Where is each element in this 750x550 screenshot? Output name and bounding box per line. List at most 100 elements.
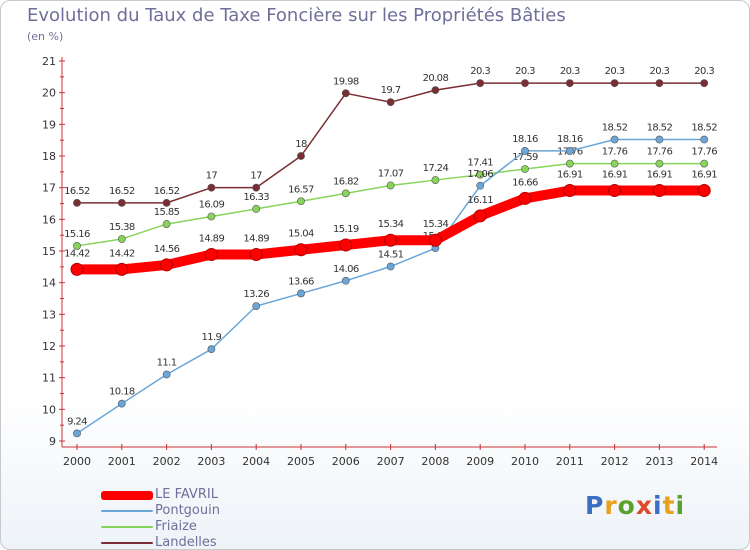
x-tick-label: 2008 <box>421 455 449 468</box>
data-label-pontgouin: 10.18 <box>109 387 135 398</box>
data-point-landelles <box>386 98 395 107</box>
data-point-landelles <box>162 198 171 207</box>
data-point-friaize <box>252 204 261 213</box>
data-point-landelles <box>565 79 574 88</box>
logo-letter: o <box>617 491 636 520</box>
data-point-pontgouin <box>297 289 305 298</box>
data-point-le-favril <box>608 184 622 198</box>
legend-label-landelles: Landelles <box>155 535 217 550</box>
data-point-friaize <box>610 159 619 168</box>
data-label-le-favril: 16.91 <box>691 170 717 181</box>
data-point-le-favril <box>294 243 308 257</box>
data-label-landelles: 20.08 <box>423 73 449 84</box>
data-label-pontgouin: 18.52 <box>647 123 673 134</box>
data-label-le-favril: 16.66 <box>512 177 538 188</box>
y-tick-label: 13 <box>42 308 56 321</box>
data-label-le-favril: 14.56 <box>154 244 180 255</box>
y-tick-label: 18 <box>42 150 56 163</box>
legend-label-pontgouin: Pontgouin <box>155 503 220 518</box>
data-point-friaize <box>117 235 126 243</box>
data-label-le-favril: 14.89 <box>243 233 269 244</box>
x-tick-label: 2005 <box>287 455 315 468</box>
data-label-landelles: 20.3 <box>649 66 669 77</box>
data-point-le-favril <box>249 247 263 261</box>
x-tick-label: 2006 <box>332 455 360 468</box>
data-point-friaize <box>341 189 350 198</box>
data-label-pontgouin: 18.52 <box>691 123 717 134</box>
data-point-pontgouin <box>117 399 126 408</box>
x-tick-label: 2009 <box>466 455 494 468</box>
y-tick-label: 9 <box>49 435 56 448</box>
data-label-landelles: 17 <box>250 171 262 182</box>
data-point-le-favril <box>563 184 577 198</box>
data-label-pontgouin: 14.51 <box>378 250 404 261</box>
data-label-friaize: 17.41 <box>467 158 493 169</box>
data-label-friaize: 17.76 <box>647 147 673 158</box>
legend-swatch-le-favril <box>101 491 153 500</box>
data-label-le-favril: 14.42 <box>64 248 90 259</box>
data-label-friaize: 17.76 <box>691 147 717 158</box>
data-label-friaize: 16.09 <box>199 199 225 210</box>
data-point-friaize <box>207 212 216 221</box>
x-tick-label: 2012 <box>601 455 629 468</box>
legend-swatch-landelles <box>101 542 153 544</box>
data-point-landelles <box>655 79 664 88</box>
data-label-pontgouin: 11.1 <box>157 358 177 369</box>
data-label-friaize: 15.85 <box>154 207 180 218</box>
x-tick-label: 2001 <box>108 455 136 468</box>
data-point-landelles <box>73 198 81 207</box>
data-label-landelles: 16.52 <box>64 186 90 197</box>
data-point-le-favril <box>160 258 174 272</box>
logo-letter: i <box>653 491 663 520</box>
legend-swatch-friaize <box>101 526 153 528</box>
data-label-pontgouin: 18.52 <box>602 123 628 134</box>
data-point-friaize <box>297 197 305 206</box>
data-point-friaize <box>431 176 440 184</box>
data-point-friaize <box>476 170 485 179</box>
data-point-pontgouin <box>655 135 664 144</box>
data-label-pontgouin: 11.9 <box>201 332 221 343</box>
data-point-pontgouin <box>521 147 529 155</box>
data-label-landelles: 17 <box>206 171 218 182</box>
data-label-friaize: 16.33 <box>243 192 269 203</box>
data-point-pontgouin <box>700 135 709 144</box>
data-label-friaize: 15.38 <box>109 222 135 233</box>
x-tick-label: 2014 <box>690 455 718 468</box>
data-point-friaize <box>386 181 395 190</box>
data-label-pontgouin: 9.24 <box>67 416 87 427</box>
y-tick-label: 19 <box>42 118 56 131</box>
data-label-pontgouin: 13.66 <box>288 276 314 287</box>
data-point-pontgouin <box>565 147 574 155</box>
data-point-pontgouin <box>252 302 261 310</box>
data-label-landelles: 20.3 <box>515 66 535 77</box>
data-label-landelles: 16.52 <box>154 186 180 197</box>
x-tick-label: 2004 <box>242 455 270 468</box>
data-label-landelles: 20.3 <box>470 66 490 77</box>
data-point-friaize <box>73 242 81 250</box>
x-tick-label: 2003 <box>197 455 225 468</box>
data-label-le-favril: 15.04 <box>288 229 314 240</box>
data-point-le-favril <box>339 238 353 252</box>
data-point-le-favril <box>697 184 711 198</box>
logo-letter: r <box>604 491 618 520</box>
data-label-landelles: 19.7 <box>381 85 401 96</box>
x-tick-label: 2011 <box>556 455 584 468</box>
y-tick-label: 12 <box>42 340 56 353</box>
data-label-le-favril: 16.91 <box>647 170 673 181</box>
x-tick-label: 2002 <box>153 455 181 468</box>
data-point-landelles <box>297 152 305 160</box>
data-point-le-favril <box>518 191 532 205</box>
data-label-le-favril: 15.19 <box>333 224 359 235</box>
data-label-pontgouin: 18.16 <box>512 134 538 145</box>
data-label-friaize: 17.07 <box>378 168 404 179</box>
data-label-friaize: 17.59 <box>512 152 538 163</box>
y-tick-label: 21 <box>42 55 56 68</box>
y-tick-label: 11 <box>42 372 56 385</box>
data-point-friaize <box>521 165 529 173</box>
data-label-pontgouin: 13.26 <box>243 289 269 300</box>
logo-letter: x <box>635 491 653 520</box>
data-point-pontgouin <box>386 262 395 271</box>
data-point-pontgouin <box>73 429 81 438</box>
